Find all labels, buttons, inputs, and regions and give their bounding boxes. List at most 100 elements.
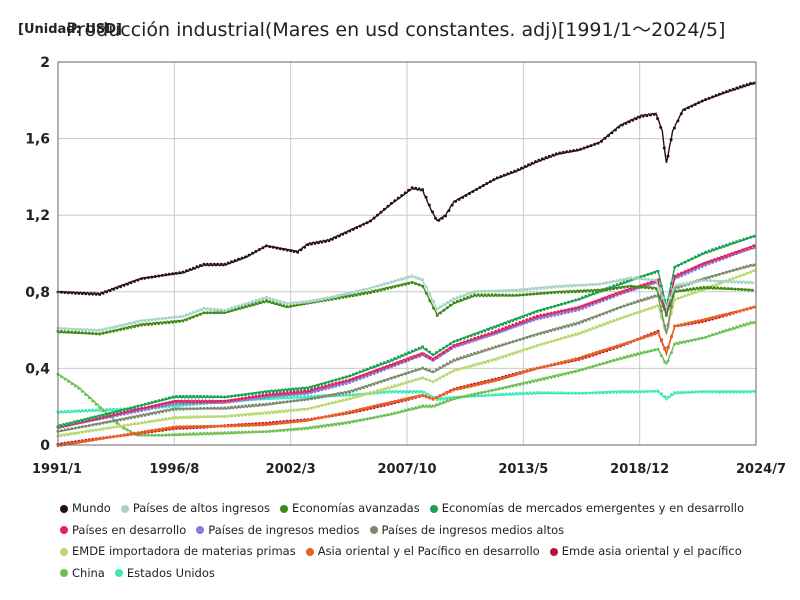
data-point [646,273,650,277]
data-point [497,378,501,382]
data-point [563,325,567,329]
data-point [185,407,189,411]
data-point [119,411,123,415]
data-point [469,393,473,397]
data-point [494,325,498,329]
data-point [567,290,570,294]
data-point [619,356,623,360]
data-point [251,403,254,407]
data-point [570,358,574,362]
data-point [299,398,303,402]
data-point [251,300,254,304]
data-point [709,279,713,283]
data-point [407,396,411,400]
data-point [473,290,477,293]
data-point [704,98,708,102]
data-point [133,415,137,419]
data-point [386,365,390,368]
data-point [654,287,658,291]
data-point [717,314,721,318]
data-point [487,293,491,297]
series-line [57,306,755,447]
data-point [98,437,102,441]
data-point [615,283,619,287]
data-point [692,287,696,291]
data-point [278,391,282,395]
data-point [275,246,279,250]
data-point [271,396,275,400]
data-point [84,331,88,335]
data-point [365,221,369,225]
data-point [216,400,220,403]
data-point [497,289,501,293]
legend-swatch [60,569,68,577]
data-point [625,303,629,307]
data-point [483,390,487,394]
data-point [676,273,680,276]
data-point [212,262,216,266]
data-point [122,327,126,331]
data-point [372,404,376,408]
legend-item: Mundo [60,498,111,519]
data-point [494,379,498,383]
data-point [63,291,67,294]
data-point [473,332,477,336]
data-point [351,377,355,381]
data-point [640,277,644,281]
data-point [546,306,550,310]
data-point [174,404,178,408]
data-point [646,296,650,300]
data-point [577,321,581,325]
data-point [514,293,518,297]
data-point [427,203,431,207]
data-point [410,349,414,353]
data-point [580,355,584,359]
data-point [168,403,171,407]
data-point [355,395,359,398]
data-point [580,368,584,372]
data-point [119,324,122,328]
data-point [154,400,157,403]
data-point [403,390,407,394]
data-point [676,323,680,327]
data-point [573,309,577,313]
data-point [70,427,74,431]
data-point [344,397,348,401]
data-point [202,431,206,435]
data-point [728,390,732,394]
data-point [254,403,258,407]
data-point [91,408,95,412]
data-point [650,278,654,282]
data-point [619,286,623,290]
data-point [683,390,687,394]
data-point [608,287,612,291]
data-point [743,281,747,285]
data-point [440,216,444,220]
data-point [462,355,466,359]
data-point [216,395,220,399]
data-point [389,201,393,205]
data-point [521,371,525,374]
data-point [615,307,619,310]
data-point [108,426,112,430]
data-point [306,397,310,401]
data-point [254,302,258,305]
data-point [143,319,147,323]
data-point [320,395,324,399]
data-point [129,416,133,420]
data-point [351,227,355,231]
data-point [219,311,223,314]
data-point [591,326,595,330]
data-point [556,313,560,316]
data-point [714,247,718,251]
data-point [417,390,421,394]
data-point [202,400,206,404]
data-point [473,293,477,297]
data-point [334,236,338,240]
data-point [683,260,687,264]
data-point [587,317,591,321]
data-point [202,306,206,310]
data-point [129,422,133,426]
data-point [487,332,491,336]
data-point [535,287,539,291]
